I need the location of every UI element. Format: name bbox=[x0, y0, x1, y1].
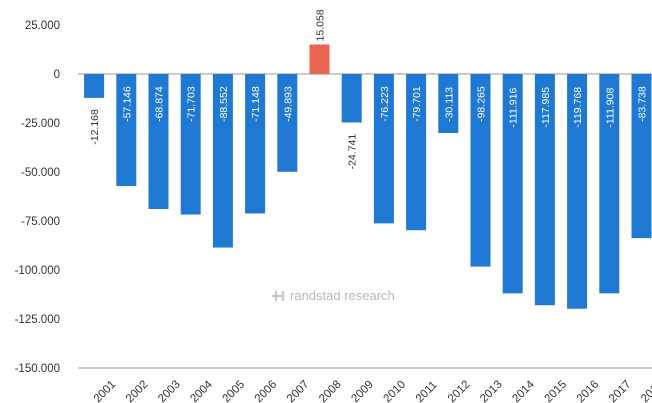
y-tick-label: -25.000 bbox=[21, 118, 60, 130]
bar-data-label: -12.168 bbox=[89, 109, 101, 145]
bar-data-label: 15.058 bbox=[315, 9, 327, 41]
bar-data-label: -88.552 bbox=[218, 86, 230, 122]
bar-2008 bbox=[309, 44, 330, 74]
bar-data-label: -71.148 bbox=[250, 86, 262, 122]
x-tick-label: 2011 bbox=[414, 379, 440, 403]
x-tick-label: 2017 bbox=[607, 379, 634, 403]
y-tick-label: 0 bbox=[54, 69, 60, 81]
y-tick-label: -100.000 bbox=[15, 265, 60, 277]
bar-data-label: -57.146 bbox=[121, 86, 133, 122]
bar-data-label: -119.768 bbox=[572, 87, 584, 128]
bar-data-label: -111.916 bbox=[508, 88, 520, 128]
bar-data-label: -117.985 bbox=[540, 87, 552, 128]
bar-2004 bbox=[180, 74, 201, 215]
watermark-text: randstad research bbox=[290, 288, 395, 303]
bar-2007 bbox=[277, 74, 298, 172]
bar-2014 bbox=[502, 74, 523, 294]
bar-2001 bbox=[84, 74, 105, 98]
bar-2018 bbox=[631, 74, 652, 239]
x-tick-label: 2001 bbox=[92, 379, 119, 403]
y-tick-label: -75.000 bbox=[21, 216, 60, 228]
bar-data-label: -68.874 bbox=[154, 86, 166, 122]
y-tick-label: -50.000 bbox=[21, 167, 60, 179]
randstad-logo-icon bbox=[272, 291, 284, 301]
bar-data-label: -98.265 bbox=[476, 86, 488, 122]
x-tick-label: 2015 bbox=[543, 379, 570, 403]
x-tick-label: 2012 bbox=[446, 379, 473, 403]
bar-2006 bbox=[245, 74, 266, 214]
bar-data-label: -79.701 bbox=[411, 86, 423, 122]
bar-2005 bbox=[212, 74, 233, 248]
x-tick-label: 2003 bbox=[156, 379, 183, 403]
bar-data-label: -24.741 bbox=[347, 134, 359, 170]
y-tick-label: -125.000 bbox=[15, 314, 60, 326]
bar-2011 bbox=[406, 74, 427, 231]
bar-data-label: -76.223 bbox=[379, 86, 391, 122]
x-tick-label: 2002 bbox=[124, 379, 151, 403]
bar-data-label: -71.703 bbox=[186, 86, 198, 122]
bar-data-label: -49.893 bbox=[282, 86, 294, 122]
y-axis: 25.000 0 -25.000 -50.000 -75.000 -100.000 -125… bbox=[15, 20, 60, 375]
x-tick-label: 2007 bbox=[285, 379, 312, 403]
bar-data-label: -83.738 bbox=[637, 86, 649, 122]
bar-2016 bbox=[567, 74, 588, 309]
bar-labels: -12.168 -57.146 -68.874 -71.703 -88.552 -71.1… bbox=[89, 9, 648, 169]
x-axis: 2001 2002 2003 2004 2005 2006 2007 2008 2009 2010… bbox=[78, 367, 652, 403]
x-tick-label: 2005 bbox=[221, 379, 248, 403]
bars bbox=[84, 44, 652, 309]
x-tick-label: 2013 bbox=[478, 379, 505, 403]
bar-2017 bbox=[599, 74, 620, 294]
x-tick-label: 2014 bbox=[510, 378, 537, 403]
x-tick-label: 2010 bbox=[382, 379, 409, 403]
x-tick-label: 2006 bbox=[253, 379, 280, 403]
x-tick-label: 2008 bbox=[317, 379, 344, 403]
x-tick-label: 2004 bbox=[188, 378, 215, 403]
y-tick-label: -150.000 bbox=[15, 363, 60, 375]
x-tick-label: 2016 bbox=[575, 379, 602, 403]
bar-2002 bbox=[116, 74, 137, 187]
bar-2015 bbox=[534, 74, 555, 306]
y-tick-label: 25.000 bbox=[25, 20, 60, 32]
bar-data-label: -111.908 bbox=[604, 88, 616, 128]
bar-data-label: -30.113 bbox=[443, 87, 455, 122]
bar-2009 bbox=[341, 74, 362, 123]
bar-2012 bbox=[438, 74, 459, 134]
x-tick-label: 2009 bbox=[349, 379, 376, 403]
bar-2003 bbox=[148, 74, 169, 209]
x-tick-label: 2018 bbox=[639, 379, 652, 403]
bar-2013 bbox=[470, 74, 491, 267]
watermark: randstad research bbox=[272, 288, 395, 303]
bar-2010 bbox=[373, 74, 394, 224]
